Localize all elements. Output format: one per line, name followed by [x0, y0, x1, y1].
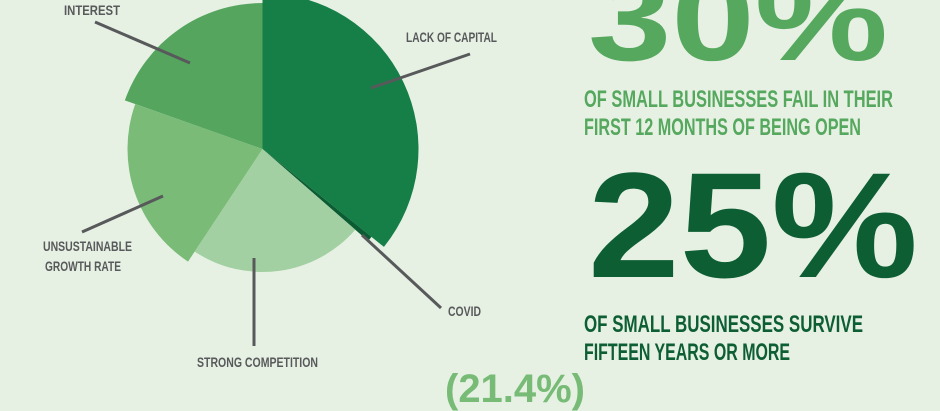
slice-label-unsustainable-line2: GROWTH RATE — [45, 258, 121, 274]
slice-label-unsustainable-line1: UNSUSTAINABLE — [43, 238, 132, 254]
stat-first-value: 30% — [588, 0, 888, 86]
leader-line-capital — [370, 52, 471, 90]
pie-slice-unsustainable-growth-rate — [127, 104, 263, 262]
pie-chart — [124, 0, 419, 273]
leader-line-covid — [360, 233, 443, 310]
slice-label-interest: INTEREST — [64, 2, 120, 18]
pie-slice-covid — [262, 149, 372, 241]
leader-line-interest — [94, 20, 191, 65]
stat-second-value: 25% — [588, 141, 918, 309]
stat-second-line2: FIFTEEN YEARS OR MORE — [584, 339, 790, 366]
stat-bottom-value: (21.4%) — [445, 367, 585, 411]
stat-first-line1: OF SMALL BUSINESSES FAIL IN THEIR — [584, 86, 893, 113]
pie-slice-strong-competition — [194, 149, 356, 273]
slice-label-lack-of-capital: LACK OF CAPITAL — [406, 29, 497, 45]
stat-second-line1: OF SMALL BUSINESSES SURVIVE — [584, 311, 863, 338]
slice-label-strong-competition: STRONG COMPETITION — [197, 354, 318, 370]
leader-line-unsustainable — [81, 194, 164, 234]
slice-label-covid: COVID — [448, 303, 481, 319]
stat-first-line2: FIRST 12 MONTHS OF BEING OPEN — [584, 114, 861, 141]
pie-slice-interest — [124, 3, 263, 149]
pie-slice-lack-of-capital — [262, 0, 419, 247]
